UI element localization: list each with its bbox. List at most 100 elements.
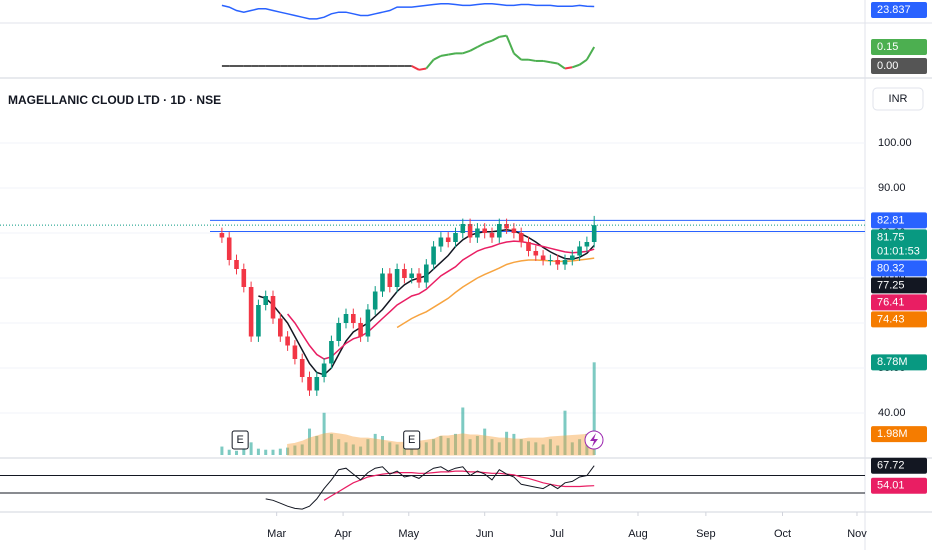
candle-body	[533, 251, 539, 256]
price-tag-label: 8.78M	[877, 356, 908, 368]
candle-body	[489, 233, 495, 238]
volume-bar	[220, 446, 224, 455]
candle-body	[526, 242, 531, 251]
oscillator-segment	[448, 52, 456, 56]
price-tag	[871, 426, 927, 443]
volume-bar	[475, 436, 479, 455]
x-tick-label: Aug	[628, 528, 648, 540]
volume-bar	[235, 450, 239, 455]
volume-ma-area	[287, 432, 595, 456]
oscillator-segment	[550, 61, 558, 65]
candle-body	[329, 341, 334, 364]
volume-bar	[497, 442, 501, 455]
volume-bar	[322, 412, 326, 455]
candle-body	[241, 269, 247, 287]
candle-body	[584, 242, 590, 247]
volume-bar	[388, 442, 392, 455]
currency-button[interactable]	[872, 87, 924, 111]
candle-body	[445, 237, 451, 242]
candle-body	[343, 314, 349, 323]
event-marker	[231, 430, 249, 450]
candle-body	[263, 296, 269, 305]
volume-bar	[490, 439, 494, 455]
volume-bar	[548, 439, 552, 455]
price-tag-label: 80.32	[877, 262, 905, 274]
price-tag	[871, 354, 927, 371]
volume-bar	[512, 433, 516, 455]
volume-bar	[286, 447, 290, 455]
volume-bar	[424, 442, 428, 455]
volume-bar	[293, 445, 297, 455]
x-tick-label: Oct	[774, 528, 791, 540]
volume-bar	[534, 442, 538, 455]
chart-title: MAGELLANIC CLOUD LTD · 1D · NSE	[8, 93, 221, 107]
oscillator-segment	[476, 42, 486, 48]
rsi-ma	[323, 470, 595, 501]
price-tag	[871, 277, 927, 294]
candle-body	[394, 269, 400, 287]
event-label: E	[236, 434, 243, 446]
volume-bar	[359, 446, 363, 455]
price-tag-label: 77.25	[877, 279, 905, 291]
oscillator-segment	[579, 58, 588, 66]
volume-bar	[315, 436, 319, 455]
volume-bar	[556, 445, 560, 455]
oscillator-segment	[586, 46, 596, 61]
x-tick-label: Jun	[476, 528, 494, 540]
price-tag-label: 76.41	[877, 296, 905, 308]
candle-body	[431, 246, 436, 265]
moving-average	[287, 240, 595, 360]
candle-body	[423, 264, 429, 283]
candle-body	[387, 273, 393, 287]
oscillator-segment	[440, 53, 449, 57]
volume-bar	[344, 442, 348, 455]
candle-body	[555, 260, 560, 265]
x-tick-label: Apr	[335, 528, 352, 540]
price-tag-label: 1.98M	[877, 428, 908, 440]
volume-bar	[380, 436, 384, 455]
candle-body	[372, 291, 378, 310]
candle-body	[409, 273, 414, 278]
volume-bar	[395, 444, 399, 455]
volume-bar	[300, 444, 304, 455]
y-tick-label: 40.00	[878, 407, 906, 419]
candle-body	[350, 314, 356, 323]
price-tag-label: 74.43	[877, 313, 905, 325]
price-tag	[871, 260, 927, 277]
candle-body	[219, 233, 225, 238]
candle-body	[504, 224, 509, 229]
volume-bar	[453, 433, 457, 455]
x-tick-label: Sep	[696, 528, 716, 540]
volume-bar	[366, 439, 370, 455]
price-tag	[871, 58, 927, 75]
oscillator-segment	[513, 52, 522, 61]
price-tag-label: 54.01	[877, 480, 905, 492]
moving-average	[396, 257, 595, 329]
volume-bar	[592, 362, 596, 455]
candle-body	[569, 255, 575, 260]
volume-bar	[227, 449, 231, 455]
event-label: E	[408, 434, 415, 446]
price-tag	[871, 294, 927, 311]
oscillator-segment	[528, 58, 536, 62]
oscillator-segment	[433, 54, 442, 61]
candle-body	[336, 323, 342, 341]
price-tag	[871, 229, 927, 260]
chart-layer: 40.0050.0060.0070.0080.0090.00100.00MarA…	[0, 2, 927, 540]
candle-body	[307, 377, 312, 391]
candle-body	[577, 246, 582, 256]
oscillator-segment	[462, 49, 471, 55]
candle-body	[475, 228, 480, 238]
volume-bar	[410, 444, 414, 455]
volume-bar	[329, 433, 333, 455]
y-tick-label: 100.00	[878, 137, 912, 149]
indicator-line	[221, 2, 595, 20]
oscillator-segment	[542, 59, 551, 64]
candle-body	[314, 377, 320, 391]
candle-body	[591, 225, 597, 242]
price-tag-label: 82.81	[877, 214, 905, 226]
candle-body	[248, 287, 254, 337]
oscillator-segment	[505, 35, 515, 54]
